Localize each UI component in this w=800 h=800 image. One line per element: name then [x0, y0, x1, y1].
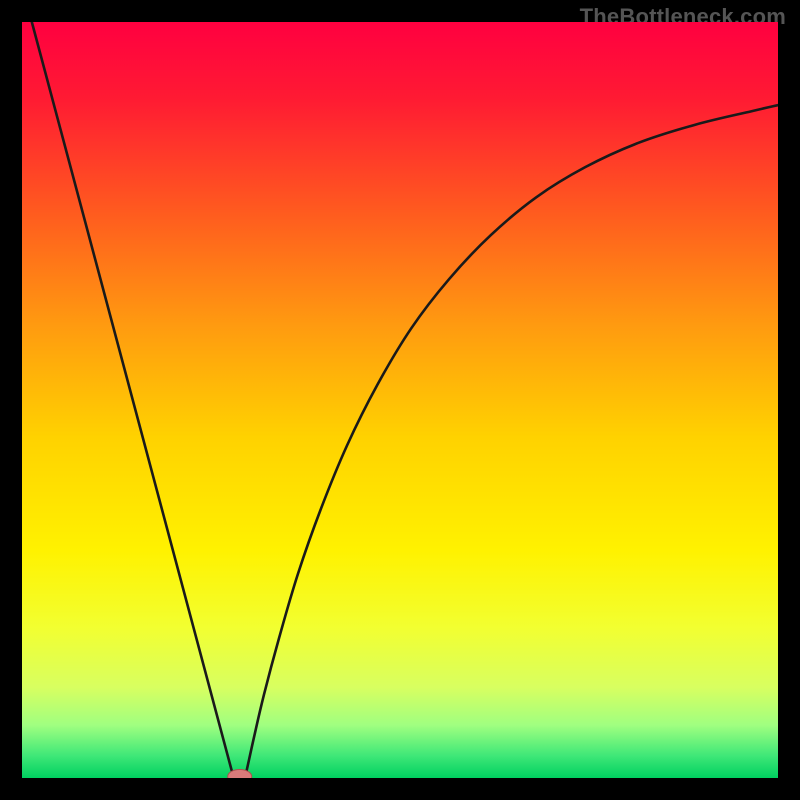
- chart-svg: [22, 22, 778, 778]
- bottleneck-chart: [22, 22, 778, 778]
- chart-background: [22, 22, 778, 778]
- canvas: TheBottleneck.com: [0, 0, 800, 800]
